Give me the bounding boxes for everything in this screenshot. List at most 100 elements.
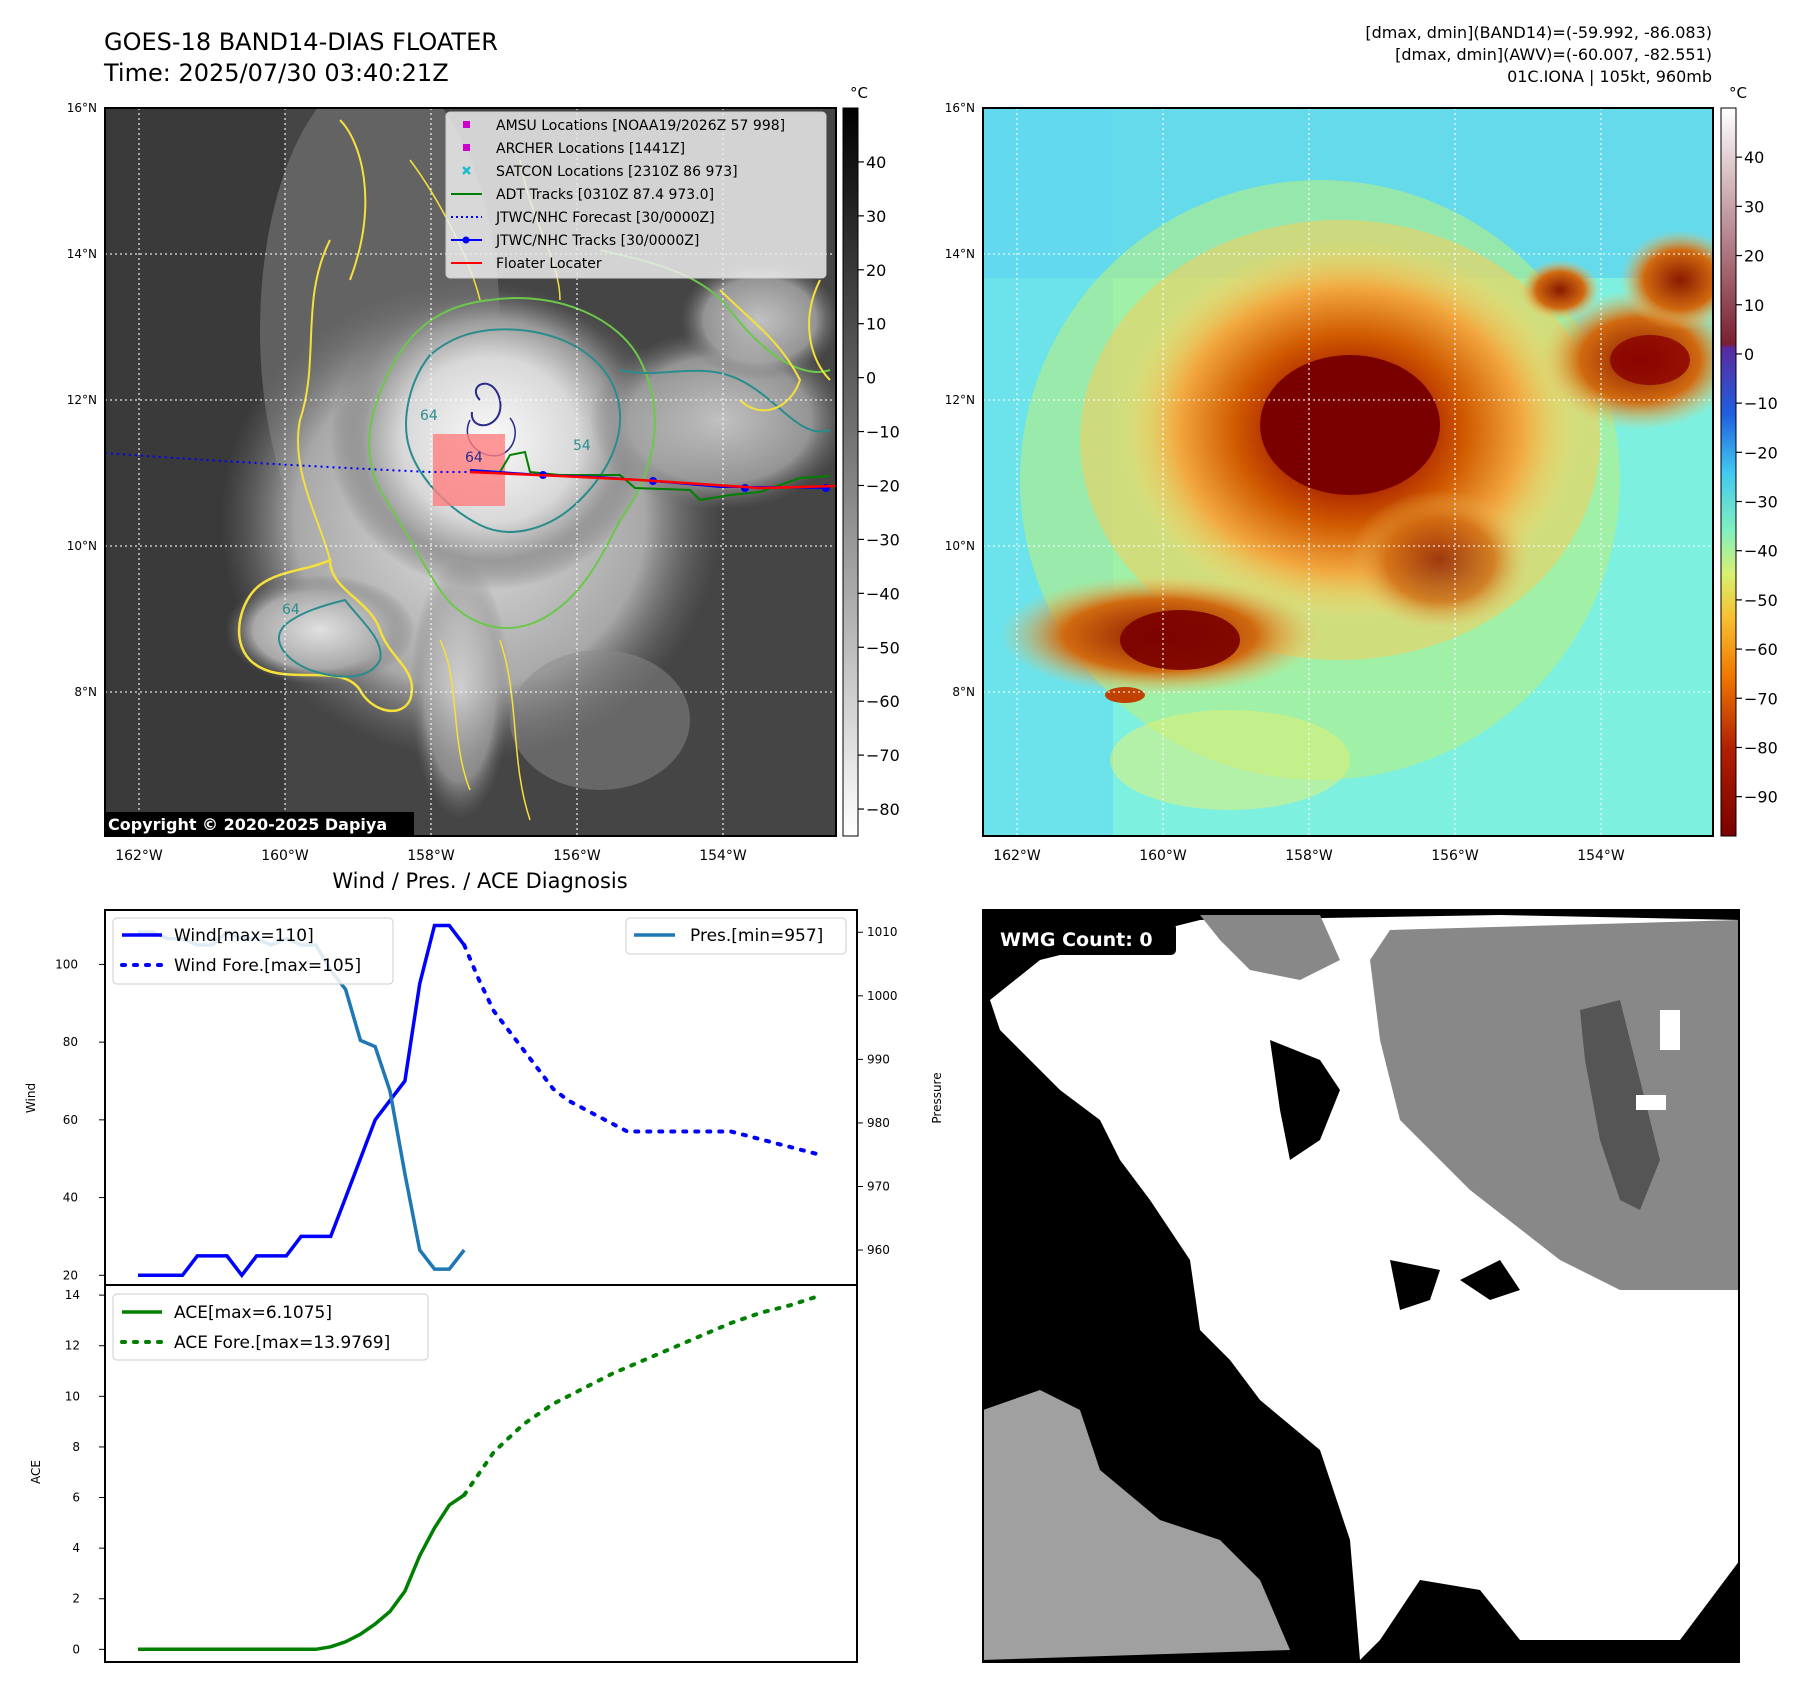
legend-label: JTWC/NHC Forecast [30/0000Z]	[495, 210, 715, 226]
wmg-region-gray	[1200, 915, 1340, 980]
colorbar-tick-label: −20	[866, 476, 900, 495]
ace-y-ticks: 0 2 4 6 8 10 12 14	[65, 1288, 105, 1656]
copyright-box	[104, 812, 414, 836]
legend-label: ARCHER Locations [1441Z]	[496, 141, 685, 157]
colorbar-tick-label: −40	[866, 584, 900, 603]
contour-label: 64	[282, 602, 300, 618]
legend-label: SATCON Locations [2310Z 86 973]	[496, 164, 738, 180]
colorbar-tick-label: −50	[866, 638, 900, 657]
colorbar-unit: °C	[1729, 84, 1747, 102]
amsu-legend-icon	[463, 121, 470, 128]
satcon-legend-icon	[462, 166, 471, 175]
y2-tick-label: 990	[867, 1052, 890, 1066]
copyright-text: Copyright © 2020-2025 Dapiya	[108, 815, 387, 834]
lat-label: 10°N	[67, 539, 97, 553]
colorbar-tick-label: −60	[866, 692, 900, 711]
y-tick-label: 0	[72, 1642, 80, 1656]
wmg-panel: WMG Count: 0	[982, 909, 1740, 1663]
lat-label: 8°N	[74, 685, 97, 699]
wmg-count-label: WMG Count: 0	[1000, 929, 1153, 951]
colorbar-tick-label: 20	[866, 261, 886, 280]
colorbar-tick-label: 20	[1744, 247, 1764, 266]
colorbar-tick-label: −30	[1744, 493, 1778, 512]
ir-cloud-field: 64 64 54 64	[105, 108, 836, 836]
ir-map-frame	[104, 107, 837, 837]
adt-track	[469, 450, 831, 502]
wind-pressure-chart: Wind Pressure 20 40 60 80 100 960 970 980 990 10…	[24, 909, 944, 1286]
legend-label: ACE[max=6.1075]	[174, 1303, 332, 1323]
figure-time: Time: 2025/07/30 03:40:21Z	[103, 59, 449, 87]
colorbar-tick-label: −20	[1744, 443, 1778, 462]
ir-colorbar: °C 40 30 20 10 0 −10 −20 −30 −40 −50 −60 −70 −80	[842, 84, 900, 837]
y2-tick-label: 970	[867, 1179, 890, 1193]
wmg-region-gray	[1370, 920, 1740, 1290]
colorbar-unit: °C	[850, 84, 868, 102]
wind-series-line	[138, 923, 466, 1279]
ace-series-line	[138, 1493, 466, 1652]
lat-label: 10°N	[945, 539, 975, 553]
lat-label: 16°N	[945, 101, 975, 115]
colorbar-tick-label: 10	[1744, 296, 1764, 315]
y-tick-label: 8	[72, 1440, 80, 1454]
legend-label: Pres.[min=957]	[690, 926, 823, 946]
wv-map-panel	[982, 107, 1714, 837]
contour-label: 54	[573, 438, 591, 454]
legend-label: Wind[max=110]	[174, 926, 314, 946]
ace-chart: ACE 0 2 4 6 8 10 12 14 ACE[max=6.1075] ACE Fore…	[29, 1284, 858, 1663]
y-tick-label: 40	[63, 1191, 78, 1205]
wind-axis-label: Wind	[24, 1083, 38, 1113]
lat-label: 12°N	[945, 393, 975, 407]
colorbar-tick-label: 0	[866, 369, 876, 388]
y-tick-label: 14	[65, 1288, 80, 1302]
colorbar-tick-label: −10	[1744, 394, 1778, 413]
colorbar-tick-label: −90	[1744, 788, 1778, 807]
y-tick-label: 20	[63, 1268, 78, 1282]
colorbar-tick-label: −70	[1744, 689, 1778, 708]
wmg-region-black	[1390, 1260, 1440, 1310]
legend-label: ADT Tracks [0310Z 87.4 973.0]	[496, 187, 714, 203]
info-band14: [dmax, dmin](BAND14)=(-59.992, -86.083)	[1365, 23, 1712, 42]
floater-locater-track	[469, 470, 836, 490]
wmg-region-dark	[1580, 1000, 1660, 1210]
lon-label: 156°W	[553, 848, 601, 864]
legend-label: ACE Fore.[max=13.9769]	[174, 1333, 390, 1353]
y-tick-label: 100	[55, 957, 78, 971]
lon-label: 160°W	[1139, 848, 1187, 864]
ir-map-lon-labels: 162°W 160°W 158°W 156°W 154°W	[115, 848, 747, 864]
lat-label: 14°N	[945, 247, 975, 261]
wmg-count-box	[993, 923, 1176, 955]
lat-label: 12°N	[67, 393, 97, 407]
lon-label: 158°W	[407, 848, 455, 864]
ir-map-lat-labels: 16°N 14°N 12°N 10°N 8°N	[67, 101, 97, 699]
colorbar-tick-label: 30	[1744, 197, 1764, 216]
lon-label: 162°W	[993, 848, 1041, 864]
colorbar-tick-label: −10	[866, 423, 900, 442]
colorbar-tick-label: −70	[866, 746, 900, 765]
y-tick-label: 2	[72, 1592, 80, 1606]
contour-label: 64	[420, 408, 438, 424]
contour-label: 64	[465, 450, 483, 466]
wind-legend: Wind[max=110] Wind Fore.[max=105]	[112, 917, 394, 985]
colorbar-ticks: 40 30 20 10 0 −10 −20 −30 −40 −50 −60 −70 −80	[858, 153, 900, 819]
wmg-region-black	[1460, 1260, 1520, 1300]
colorbar-tick-label: −40	[1744, 542, 1778, 561]
wmg-frame	[982, 909, 1740, 1663]
wmg-region-black	[1270, 1040, 1340, 1160]
wmg-region-white	[1636, 1095, 1666, 1110]
legend-label: JTWC/NHC Tracks [30/0000Z]	[495, 233, 699, 249]
colorbar-tick-label: −30	[866, 530, 900, 549]
colorbar-tick-label: 0	[1744, 345, 1754, 364]
info-awv: [dmax, dmin](AWV)=(-60.007, -82.551)	[1395, 45, 1712, 64]
legend-label: Wind Fore.[max=105]	[174, 956, 361, 976]
y-tick-label: 12	[65, 1339, 80, 1353]
lat-label: 16°N	[67, 101, 97, 115]
lon-label: 154°W	[1577, 848, 1625, 864]
lon-label: 160°W	[261, 848, 309, 864]
lon-label: 158°W	[1285, 848, 1333, 864]
figure-title: GOES-18 BAND14-DIAS FLOATER	[104, 28, 498, 56]
colorbar-tick-label: −80	[1744, 738, 1778, 757]
y2-tick-label: 1010	[867, 925, 898, 939]
diagnosis-title: Wind / Pres. / ACE Diagnosis	[332, 869, 627, 893]
lon-label: 154°W	[699, 848, 747, 864]
y2-tick-label: 960	[867, 1243, 890, 1257]
